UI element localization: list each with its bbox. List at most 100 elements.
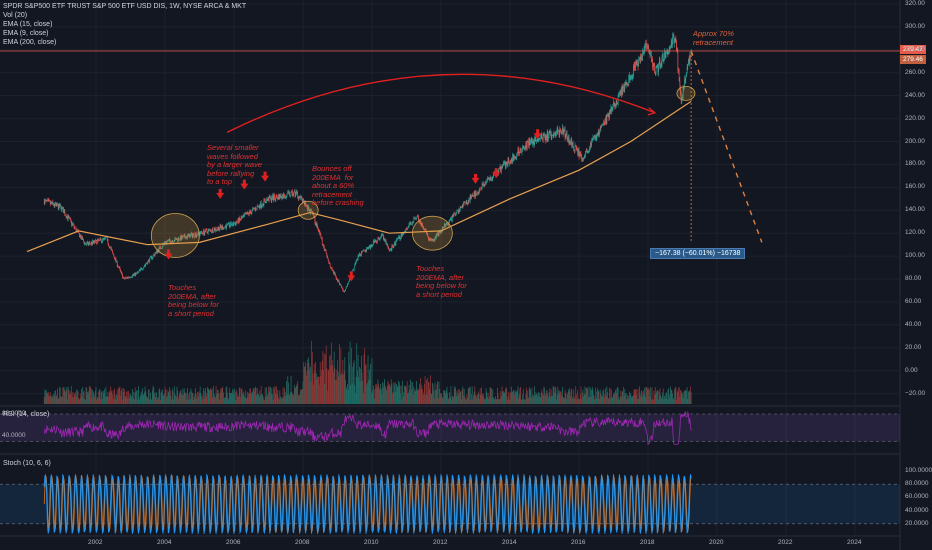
candle-body bbox=[188, 234, 190, 236]
candle-body bbox=[491, 178, 492, 180]
volume-bar bbox=[157, 397, 159, 404]
candle-body bbox=[129, 277, 131, 278]
candle-body bbox=[649, 49, 650, 55]
volume-bar bbox=[453, 386, 455, 404]
price-tick-label: 20.00 bbox=[905, 343, 922, 351]
volume-bar bbox=[43, 397, 45, 404]
volume-bar bbox=[603, 389, 604, 404]
volume-bar bbox=[656, 389, 658, 404]
volume-bar bbox=[426, 379, 427, 404]
legend-volume[interactable]: Vol (20) bbox=[3, 12, 28, 19]
candle-body bbox=[428, 236, 429, 240]
candle-body bbox=[548, 131, 550, 137]
volume-bar bbox=[370, 363, 372, 404]
volume-bar bbox=[418, 388, 420, 404]
volume-bar bbox=[69, 391, 71, 404]
volume-bar bbox=[380, 388, 382, 404]
volume-bar bbox=[606, 386, 608, 404]
candle-body bbox=[515, 158, 517, 159]
volume-bar bbox=[648, 387, 650, 404]
volume-bar bbox=[383, 382, 385, 404]
candle-body bbox=[325, 249, 326, 252]
volume-bar bbox=[500, 390, 502, 404]
candle-body bbox=[447, 223, 449, 225]
volume-bar bbox=[329, 354, 331, 404]
candle-body bbox=[607, 114, 609, 116]
volume-bar bbox=[526, 390, 528, 404]
volume-bar bbox=[549, 388, 551, 404]
legend-ema200[interactable]: EMA (200, close) bbox=[3, 39, 57, 46]
volume-bar bbox=[272, 399, 274, 404]
price-tick-label: 40.00 bbox=[905, 320, 922, 328]
volume-bar bbox=[303, 366, 305, 404]
legend-ema9[interactable]: EMA (9, close) bbox=[3, 30, 49, 37]
volume-bar bbox=[386, 390, 387, 404]
candle-body bbox=[488, 178, 490, 180]
legend-rsi[interactable]: RSI (14, close) bbox=[3, 411, 50, 418]
candle-body bbox=[627, 83, 628, 84]
volume-bar bbox=[351, 383, 353, 404]
candle-body bbox=[273, 194, 275, 201]
candle-body bbox=[611, 106, 612, 112]
volume-bar bbox=[151, 398, 153, 404]
highlight-ellipse bbox=[411, 215, 453, 251]
candle-body bbox=[512, 154, 513, 162]
volume-bar bbox=[336, 369, 338, 404]
candle-body bbox=[244, 214, 245, 216]
candle-body bbox=[673, 36, 675, 44]
candle-body bbox=[509, 162, 510, 163]
volume-bar bbox=[103, 392, 105, 404]
volume-bar bbox=[523, 399, 525, 404]
volume-bar bbox=[686, 387, 688, 404]
volume-bar bbox=[676, 399, 677, 404]
volume-bar bbox=[253, 388, 255, 404]
candle-body bbox=[380, 237, 381, 239]
volume-bar bbox=[220, 388, 222, 404]
candle-body bbox=[270, 196, 271, 198]
candle-body bbox=[182, 236, 184, 239]
volume-bar bbox=[471, 394, 472, 404]
candle-body bbox=[134, 272, 135, 275]
volume-bar bbox=[444, 391, 446, 404]
volume-bar bbox=[372, 385, 374, 404]
candle-body bbox=[637, 63, 638, 66]
volume-bar bbox=[199, 386, 201, 404]
volume-bar bbox=[189, 391, 190, 404]
volume-bar bbox=[634, 389, 636, 404]
candle-body bbox=[211, 228, 213, 232]
volume-bar bbox=[118, 387, 119, 404]
candle-body bbox=[116, 260, 117, 262]
volume-bar bbox=[310, 381, 312, 404]
volume-bar bbox=[537, 397, 539, 404]
volume-bar bbox=[295, 385, 297, 404]
volume-bar bbox=[48, 395, 50, 404]
volume-bar bbox=[187, 387, 188, 404]
legend-ema15[interactable]: EMA (15, close) bbox=[3, 21, 53, 28]
volume-bar bbox=[370, 392, 372, 404]
volume-bar bbox=[688, 391, 689, 404]
candle-body bbox=[406, 228, 408, 230]
candle-body bbox=[128, 277, 129, 278]
candle-body bbox=[228, 223, 229, 224]
legend-stoch[interactable]: Stoch (10, 6, 6) bbox=[3, 460, 51, 467]
volume-bar bbox=[284, 388, 285, 404]
volume-bar bbox=[560, 392, 561, 404]
candle-body bbox=[629, 77, 631, 81]
candle-body bbox=[570, 139, 572, 145]
volume-bar bbox=[86, 391, 88, 404]
candle-body bbox=[183, 235, 184, 237]
candle-body bbox=[241, 217, 243, 219]
volume-bar bbox=[78, 398, 80, 404]
candle-body bbox=[125, 277, 127, 279]
volume-bar bbox=[169, 390, 171, 404]
volume-bar bbox=[234, 391, 236, 404]
candle-body bbox=[292, 191, 293, 196]
volume-bar bbox=[509, 393, 511, 404]
volume-bar bbox=[167, 392, 169, 404]
candle-body bbox=[136, 272, 138, 274]
volume-bar bbox=[67, 399, 68, 404]
volume-bar bbox=[248, 393, 250, 404]
volume-bar bbox=[217, 389, 219, 404]
candle-body bbox=[132, 274, 134, 276]
